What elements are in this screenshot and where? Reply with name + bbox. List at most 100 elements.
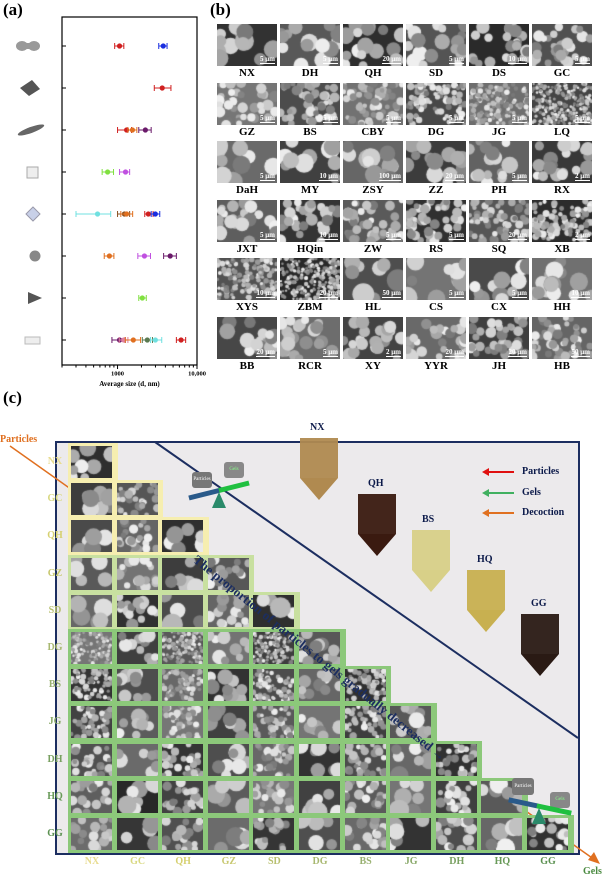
sample-label: DS [491,67,507,79]
col-label-nx: NX [84,856,100,867]
spindle-shape-icon [17,124,45,136]
scale-bar: 20 μm [445,172,464,182]
particles-weight: Particles [512,778,534,795]
data-point [105,169,111,175]
sample-label: HB [554,360,570,372]
legend-arrow-decoction [486,512,514,514]
sem-cell-sd-gc [116,594,158,627]
balance-icon-gels-heavy: Particles Gels [508,778,576,828]
sem-cell-dh-qh [162,743,204,776]
sem-image-ds: 10 μm [469,24,529,66]
scale-bar: 5 μm [322,113,338,123]
sem-image-dg: 5 μm [406,82,466,125]
scale-bar: 50 μm [571,348,590,357]
scale-bar: 50 μm [382,289,401,299]
col-label-hq: HQ [494,856,511,867]
sem-image-xb: 2 μm [532,199,592,242]
sem-cell-gg-hq [481,818,523,850]
tube-label-bs: BS [422,514,435,525]
scale-bar: 5 μm [259,172,275,182]
sample-label: JXT [236,242,258,255]
sem-cell-dh-dh [435,743,477,776]
sem-image-qh: 20 μm [343,24,403,66]
legend-arrow-gels [486,491,514,494]
col-label-dh: DH [449,856,465,867]
sample-label: XB [554,242,570,255]
col-label-gg: GG [540,856,556,867]
sem-cell-gg-qh [162,818,204,850]
scale-bar: 5 μm [574,113,590,123]
sample-label: NX [239,67,255,79]
sem-cell-dh-dg [299,743,340,776]
sem-image-nx: 5 μm [217,24,277,66]
sem-cell-jg-bs [344,706,386,739]
sample-label: QH [364,67,382,79]
sem-cell-dg-gc [116,632,158,664]
data-point [142,127,148,133]
scale-bar: 100 μm [378,172,401,182]
sample-label: CBY [361,125,385,138]
scale-bar: 5 μm [259,55,275,64]
balance-icon-particles-heavy: Particles Gels [188,462,258,512]
scale-bar: 20 μm [508,230,527,240]
particles-weight: Particles [192,472,212,488]
data-point [129,127,136,133]
sem-image-bb: 20 μm [217,317,277,359]
sem-cell-gc-nx [71,483,112,516]
sem-cell-hq-nx [71,780,112,813]
sem-cell-dh-jg [390,743,432,776]
scale-bar: 20 μm [445,348,464,357]
pyramid-shape-icon [20,80,40,96]
dumbbell-shape-icon [16,41,40,51]
tube-label-qh: QH [368,478,384,489]
balance-fulcrum [532,808,546,824]
row-label-gg: GG [47,828,63,839]
sample-label: XY [365,360,381,372]
scale-bar: 20 μm [256,348,275,357]
data-point [116,43,123,49]
row-label-gz: GZ [47,567,63,579]
sem-image-bs: 5 μm [280,82,340,125]
sem-cell-dh-gc [116,743,158,776]
octahedron-shape-icon [25,206,41,222]
sem-image-xy: 2 μm [343,317,403,359]
tube-hq [467,570,505,632]
sem-cell-gg-jg [390,818,432,850]
tube-gg [521,614,559,676]
scale-bar: 5 μm [511,289,527,299]
sem-cell-dh-gz [207,743,249,776]
legend-label: Particles [522,466,560,477]
sem-cell-jg-gz [207,706,249,739]
sem-cell-dh-bs [344,743,386,776]
sem-cell-gz-gz [207,557,249,590]
col-label-bs: BS [359,856,372,867]
sem-image-ph: 5 μm [469,141,529,184]
scale-bar: 5 μm [511,113,527,123]
sem-cell-dh-nx [71,743,112,776]
data-point [144,337,150,343]
sem-cell-gg-gc [116,818,158,850]
sample-label: JH [491,360,507,372]
row-label-qh: QH [47,530,63,542]
x-tick-label: 10,000 [188,371,206,378]
sem-cell-gg-sd [253,818,295,850]
sample-label: MY [300,184,320,197]
sem-cell-bs-dg [299,669,340,702]
scale-bar: 5 μm [259,230,275,240]
sem-image-zsy: 100 μm [343,141,403,184]
sem-image-cby: 5 μm [343,82,403,125]
data-point [130,337,136,343]
sem-image-lq: 5 μm [532,82,592,125]
tube-label-nx: NX [310,422,325,433]
sem-image-my: 10 μm [280,141,340,184]
data-point [94,211,101,217]
arrow-head [588,852,600,864]
scale-bar: 5 μm [448,55,464,64]
sem-cell-hq-gz [207,780,249,813]
sample-label: ZZ [428,184,444,197]
tube-nx [300,438,338,500]
row-label-jg: JG [48,716,62,728]
sample-label: HL [365,301,381,314]
sem-image-jh: 20 μm [469,317,529,359]
scale-bar: 20 μm [319,289,338,299]
